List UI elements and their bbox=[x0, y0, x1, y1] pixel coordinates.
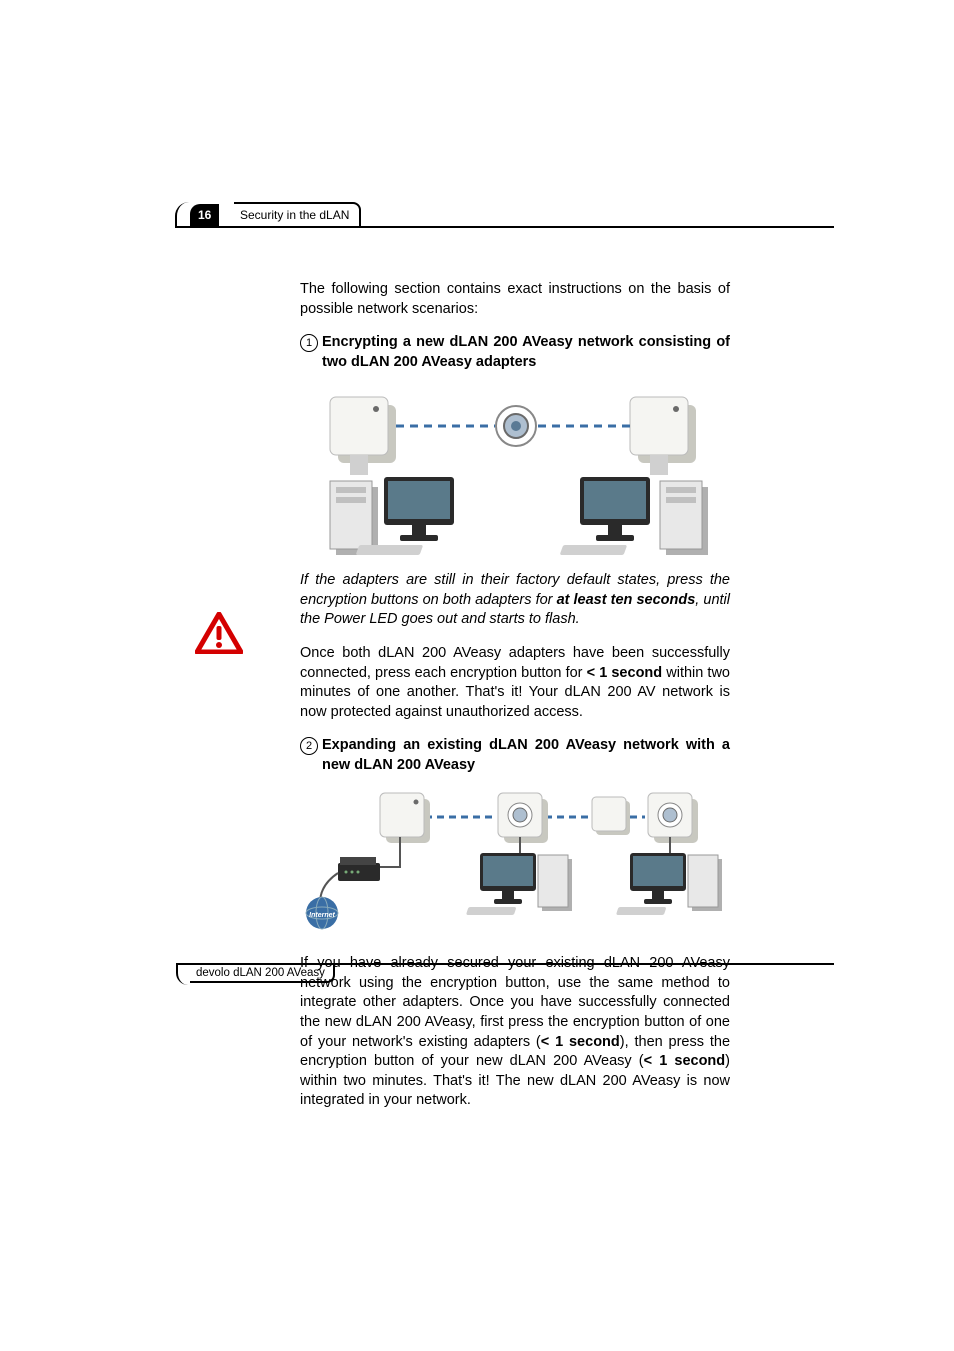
circled-number-1-icon: 1 bbox=[300, 334, 318, 352]
step1-title: Encrypting a new dLAN 200 AVeasy network… bbox=[322, 334, 730, 370]
step2-title: Expanding an existing dLAN 200 AVeasy ne… bbox=[322, 737, 730, 773]
body-content: The following section contains exact ins… bbox=[300, 280, 730, 1111]
circled-number-2-icon: 2 bbox=[300, 737, 318, 755]
warning-bold: at least ten seconds bbox=[557, 592, 696, 608]
figure-2-svg: Internet bbox=[300, 785, 730, 940]
header-cap bbox=[175, 202, 190, 228]
page-number-badge: 16 bbox=[190, 204, 219, 226]
page-header: 16 Security in the dLAN bbox=[190, 198, 834, 228]
warning-paragraph: If the adapters are still in their facto… bbox=[300, 571, 730, 630]
internet-globe-icon: Internet bbox=[306, 897, 338, 929]
step1-paragraph: Once both dLAN 200 AVeasy adapters have … bbox=[300, 644, 730, 722]
figure-2: Internet bbox=[300, 785, 730, 940]
page-footer: devolo dLAN 200 AVeasy bbox=[190, 963, 834, 985]
footer-cap bbox=[176, 963, 190, 985]
step2-heading: 2 Expanding an existing dLAN 200 AVeasy … bbox=[300, 736, 730, 775]
lt1-a: < 1 second bbox=[587, 665, 663, 681]
page: 16 Security in the dLAN The following se… bbox=[0, 0, 954, 1185]
warning-icon bbox=[195, 612, 243, 654]
figure-1 bbox=[300, 382, 730, 557]
lt1-b: < 1 second bbox=[541, 1034, 620, 1050]
lt1-c: < 1 second bbox=[644, 1053, 726, 1069]
intro-paragraph: The following section contains exact ins… bbox=[300, 280, 730, 319]
footer-product-name: devolo dLAN 200 AVeasy bbox=[190, 965, 335, 983]
section-title: Security in the dLAN bbox=[234, 202, 361, 226]
svg-text:Internet: Internet bbox=[309, 912, 335, 919]
figure-1-svg bbox=[300, 382, 730, 557]
step1-heading: 1 Encrypting a new dLAN 200 AVeasy netwo… bbox=[300, 333, 730, 372]
